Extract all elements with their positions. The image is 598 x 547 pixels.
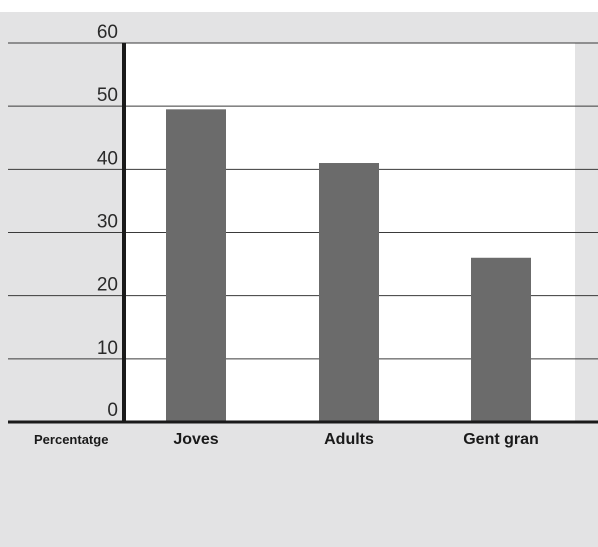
y-axis-label: Percentatge	[34, 432, 108, 447]
y-tick-label-40: 40	[97, 148, 118, 169]
y-tick-label-50: 50	[97, 85, 118, 106]
y-tick-label-60: 60	[97, 22, 118, 43]
y-tick-label-0: 0	[107, 400, 118, 421]
y-tick-labels: 0 10 20 30 40 50 60	[97, 22, 118, 421]
bar-adults	[319, 163, 379, 422]
x-category-label-adults: Adults	[324, 431, 374, 448]
x-category-label-joves: Joves	[173, 431, 218, 448]
bar-gent-gran	[471, 257, 531, 422]
gridlines	[8, 42, 598, 360]
y-tick-label-10: 10	[97, 338, 118, 359]
bar-joves	[166, 109, 226, 422]
bars	[166, 109, 531, 422]
y-tick-label-30: 30	[97, 212, 118, 233]
x-category-label-gent-gran: Gent gran	[463, 431, 539, 448]
y-tick-label-20: 20	[97, 275, 118, 296]
x-category-labels: Joves Adults Gent gran	[173, 431, 538, 448]
